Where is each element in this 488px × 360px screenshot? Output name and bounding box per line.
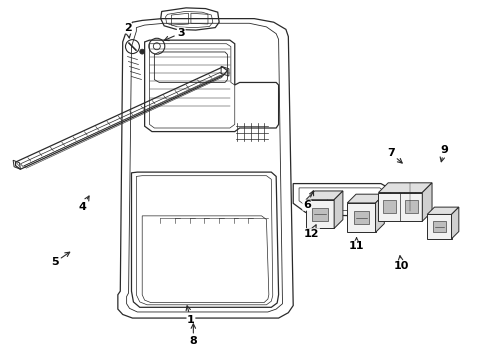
Polygon shape <box>333 191 342 228</box>
Polygon shape <box>353 211 368 224</box>
Text: 9: 9 <box>439 144 447 162</box>
Polygon shape <box>382 201 395 213</box>
Text: 3: 3 <box>164 28 184 41</box>
Polygon shape <box>305 191 342 200</box>
Polygon shape <box>422 183 431 221</box>
Text: 12: 12 <box>304 225 319 239</box>
Polygon shape <box>378 193 422 221</box>
Polygon shape <box>427 207 458 215</box>
Polygon shape <box>305 200 333 228</box>
Polygon shape <box>346 203 375 232</box>
Circle shape <box>140 49 144 54</box>
Polygon shape <box>312 208 327 221</box>
Polygon shape <box>404 201 417 213</box>
Polygon shape <box>375 194 384 232</box>
Polygon shape <box>346 194 384 203</box>
Text: 2: 2 <box>123 23 131 38</box>
Text: 11: 11 <box>348 238 364 251</box>
Polygon shape <box>450 207 458 239</box>
Text: 1: 1 <box>186 306 194 325</box>
Text: 10: 10 <box>393 256 408 271</box>
Text: 8: 8 <box>189 324 197 346</box>
Text: 5: 5 <box>51 252 70 267</box>
Polygon shape <box>427 215 450 239</box>
Text: 4: 4 <box>79 196 89 212</box>
Text: 6: 6 <box>302 191 313 210</box>
Text: 7: 7 <box>386 148 401 163</box>
Polygon shape <box>432 221 445 232</box>
Polygon shape <box>378 183 431 193</box>
